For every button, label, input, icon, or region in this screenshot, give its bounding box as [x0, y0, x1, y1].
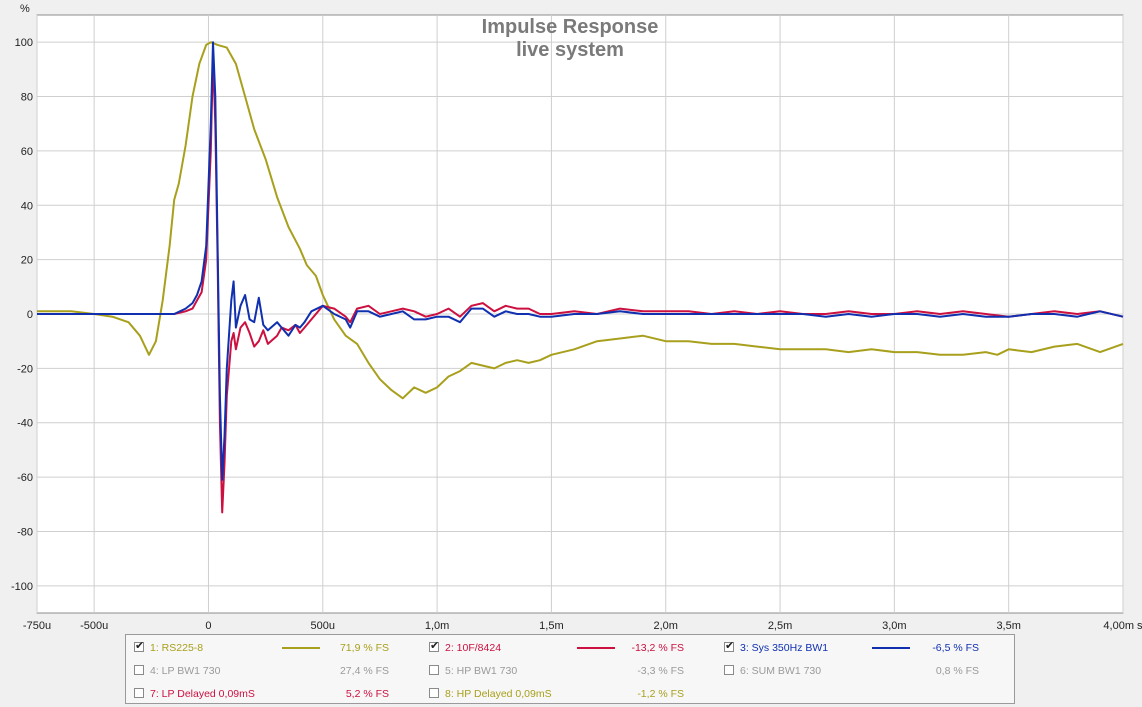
x-tick-label: 500u	[311, 620, 335, 632]
legend-checkbox[interactable]	[429, 688, 439, 698]
legend-series-name: 8: HP Delayed 0,09mS	[445, 688, 552, 700]
legend-line-swatch	[872, 647, 910, 649]
y-tick-label: 80	[21, 92, 33, 104]
x-tick-label: 1,5m	[539, 620, 563, 632]
y-unit-label: %	[20, 3, 30, 15]
y-tick-label: 60	[21, 146, 33, 158]
legend-series-name: 2: 10F/8424	[445, 642, 502, 654]
legend-checkbox[interactable]	[134, 665, 144, 675]
legend-item[interactable]: 8: HP Delayed 0,09mS -1,2 % FS	[429, 685, 714, 703]
checkmark-icon: ✔	[135, 640, 145, 652]
checkmark-icon: ✔	[725, 640, 735, 652]
legend-series-value: -6,5 % FS	[932, 642, 979, 654]
legend-series-name: 1: RS225-8	[150, 642, 204, 654]
legend-checkbox[interactable]	[134, 688, 144, 698]
legend-item[interactable]: 5: HP BW1 730 -3,3 % FS	[429, 662, 714, 680]
legend-series-value: -1,2 % FS	[637, 688, 684, 700]
legend-row: ✔ 1: RS225-8 71,9 % FS ✔ 2: 10F/8424 -13,2 % …	[126, 639, 1014, 657]
legend-checkbox[interactable]	[724, 665, 734, 675]
x-tick-label: 3,5m	[996, 620, 1020, 632]
y-tick-label: -20	[17, 363, 33, 375]
checkmark-icon: ✔	[430, 640, 440, 652]
legend-item[interactable]: ✔ 2: 10F/8424 -13,2 % FS	[429, 639, 714, 657]
y-tick-label: 40	[21, 200, 33, 212]
legend-item[interactable]: 7: LP Delayed 0,09mS 5,2 % FS	[134, 685, 419, 703]
legend-checkbox[interactable]: ✔	[429, 640, 440, 652]
legend-series-value: 27,4 % FS	[339, 665, 389, 677]
legend-series-name: 3: Sys 350Hz BW1	[740, 642, 829, 654]
legend-line-swatch	[282, 647, 320, 649]
x-tick-label: 3,0m	[882, 620, 906, 632]
legend-series-value: 5,2 % FS	[345, 688, 389, 700]
series-line-1	[37, 41, 1124, 400]
y-tick-label: 0	[27, 309, 33, 321]
legend-item[interactable]: 6: SUM BW1 730 0,8 % FS	[724, 662, 1009, 680]
legend-series-value: -13,2 % FS	[631, 642, 684, 654]
grid-lines	[36, 15, 1124, 613]
chart-subtitle: live system	[516, 39, 624, 61]
legend-series-name: 4: LP BW1 730	[150, 665, 221, 677]
y-tick-label: -80	[17, 526, 33, 538]
chart-title: Impulse Response	[482, 16, 659, 38]
y-tick-label: -40	[17, 418, 33, 430]
legend-checkbox[interactable]: ✔	[724, 640, 735, 652]
legend-series-value: -3,3 % FS	[637, 665, 684, 677]
legend-item[interactable]: ✔ 3: Sys 350Hz BW1 -6,5 % FS	[724, 639, 1009, 657]
legend-row: 4: LP BW1 730 27,4 % FS 5: HP BW1 730 -3,3 …	[126, 662, 1014, 680]
legend-series-name: 7: LP Delayed 0,09mS	[150, 688, 255, 700]
x-tick-label: -750u	[23, 620, 51, 632]
y-tick-label: -100	[11, 581, 33, 593]
legend-series-value: 71,9 % FS	[339, 642, 389, 654]
x-tick-label: 2,5m	[768, 620, 792, 632]
legend-checkbox[interactable]: ✔	[134, 640, 145, 652]
series-lines	[37, 41, 1124, 514]
series-line-3	[37, 41, 1124, 481]
tick-labels: -750u -500u 0 500u 1,0m 1,5m 2,0m 2,5m 3,0m 3,5m 4…	[11, 37, 1142, 632]
x-tick-label: 1,0m	[425, 620, 449, 632]
legend-item[interactable]: ✔ 1: RS225-8 71,9 % FS	[134, 639, 419, 657]
x-tick-label: 2,0m	[654, 620, 678, 632]
legend-panel: ✔ 1: RS225-8 71,9 % FS ✔ 2: 10F/8424 -13,2 % …	[125, 634, 1015, 704]
legend-item[interactable]: 4: LP BW1 730 27,4 % FS	[134, 662, 419, 680]
x-tick-label: 4,00m s	[1103, 620, 1142, 632]
legend-row: 7: LP Delayed 0,09mS 5,2 % FS 8: HP Delaye…	[126, 685, 1014, 703]
legend-series-value: 0,8 % FS	[935, 665, 979, 677]
y-tick-label: -60	[17, 472, 33, 484]
legend-checkbox[interactable]	[429, 665, 439, 675]
legend-line-swatch	[577, 647, 615, 649]
legend-series-name: 5: HP BW1 730	[445, 665, 518, 677]
impulse-response-chart: -750u -500u 0 500u 1,0m 1,5m 2,0m 2,5m 3,0m 3,5m 4…	[11, 3, 1142, 632]
x-tick-label: 0	[205, 620, 211, 632]
y-tick-label: 20	[21, 255, 33, 267]
x-tick-label: -500u	[80, 620, 108, 632]
legend-series-name: 6: SUM BW1 730	[740, 665, 822, 677]
y-tick-label: 100	[15, 37, 33, 49]
